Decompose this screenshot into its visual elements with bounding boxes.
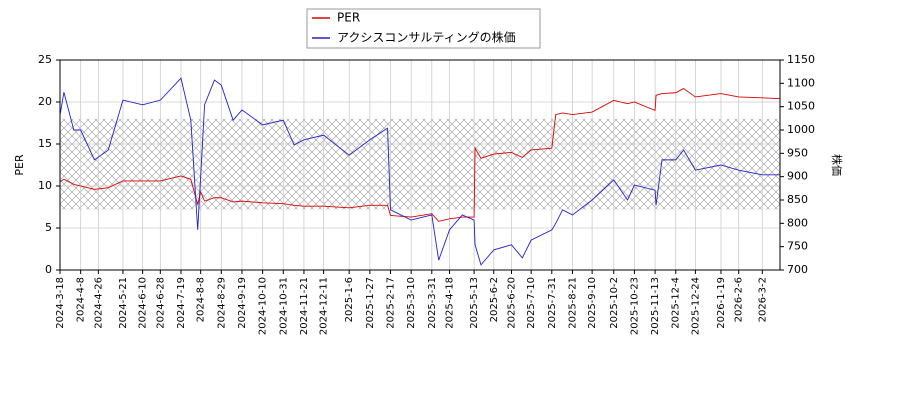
x-tick-label: 2024-7-19	[176, 277, 187, 329]
x-tick-label: 2024-10-10	[258, 277, 269, 335]
y-tick-label: 25	[38, 53, 52, 66]
x-tick-label: 2026-2-6	[734, 277, 745, 322]
x-tick-label: 2024-12-11	[319, 277, 330, 335]
y2-axis-label: 株価	[830, 154, 844, 176]
x-tick-label: 2025-4-18	[445, 277, 456, 329]
x-tick-label: 2025-12-4	[671, 277, 682, 329]
x-tick-label: 2025-1-6	[344, 277, 355, 322]
x-tick-label: 2024-3-18	[55, 277, 66, 329]
x-tick-label: 2025-1-27	[365, 277, 376, 329]
range-band	[60, 118, 780, 210]
x-tick-label: 2024-4-8	[76, 277, 87, 322]
x-tick-label: 2025-10-23	[629, 277, 640, 335]
x-tick-label: 2024-9-19	[237, 277, 248, 329]
y2-tick-label: 700	[787, 263, 808, 276]
y-tick-label: 15	[38, 137, 52, 150]
x-tick-label: 2026-1-19	[716, 277, 727, 329]
y-tick-label: 0	[45, 263, 52, 276]
y2-tick-label: 800	[787, 216, 808, 229]
x-tick-label: 2024-5-21	[118, 277, 129, 329]
y-axis-label: PER	[13, 154, 26, 176]
legend-label: PER	[337, 11, 360, 25]
y-tick-label: 10	[38, 179, 52, 192]
x-tick-label: 2025-2-17	[385, 277, 396, 329]
axes: 2024-3-18 2024-4-8 2024-4-26 2024-5-21 2024-…	[38, 53, 815, 335]
y2-tick-label: 1150	[787, 53, 815, 66]
legend: PER アクシスコンサルティングの株価	[306, 8, 541, 49]
x-tick-label: 2025-6-20	[506, 277, 517, 329]
plot	[59, 77, 781, 266]
x-tick-label: 2024-10-31	[278, 277, 289, 335]
x-tick-label: 2025-10-2	[609, 277, 620, 329]
legend-box	[306, 8, 541, 49]
y-tick-label: 20	[38, 95, 52, 108]
grid	[59, 59, 780, 271]
y2-tick-label: 1100	[787, 76, 815, 89]
y2-tick-label: 950	[787, 146, 808, 159]
x-tick-label: 2026-3-2	[757, 277, 768, 322]
y2-tick-label: 900	[787, 170, 808, 183]
x-tick-label: 2024-8-8	[196, 277, 207, 322]
x-tick-label: 2025-11-13	[650, 277, 661, 335]
y2-tick-label: 1050	[787, 100, 815, 113]
x-tick-label: 2025-3-10	[406, 277, 417, 329]
x-tick-label: 2025-5-13	[469, 277, 480, 329]
y2-tick-label: 850	[787, 193, 808, 206]
x-tick-label: 2024-6-28	[155, 277, 166, 329]
x-tick-label: 2025-6-2	[489, 277, 500, 322]
y-tick-label: 5	[45, 221, 52, 234]
legend-label: アクシスコンサルティングの株価	[337, 30, 516, 45]
x-tick-label: 2025-9-10	[587, 277, 598, 329]
x-tick-label: 2025-3-31	[427, 277, 438, 329]
x-tick-label: 2024-11-21	[299, 277, 310, 335]
y2-tick-label: 750	[787, 240, 808, 253]
line-series	[59, 88, 781, 222]
x-tick-label: 2024-4-26	[93, 277, 104, 329]
y2-tick-label: 1000	[787, 123, 815, 136]
x-tick-label: 2025-8-21	[567, 277, 578, 329]
x-tick-label: 2025-12-24	[690, 277, 701, 335]
x-tick-label: 2025-7-10	[526, 277, 537, 329]
x-tick-label: 2024-8-29	[216, 277, 227, 329]
x-tick-label: 2024-6-10	[138, 277, 149, 329]
line-series	[59, 77, 780, 266]
x-tick-label: 2025-7-31	[547, 277, 558, 329]
plot-frame	[59, 59, 781, 271]
